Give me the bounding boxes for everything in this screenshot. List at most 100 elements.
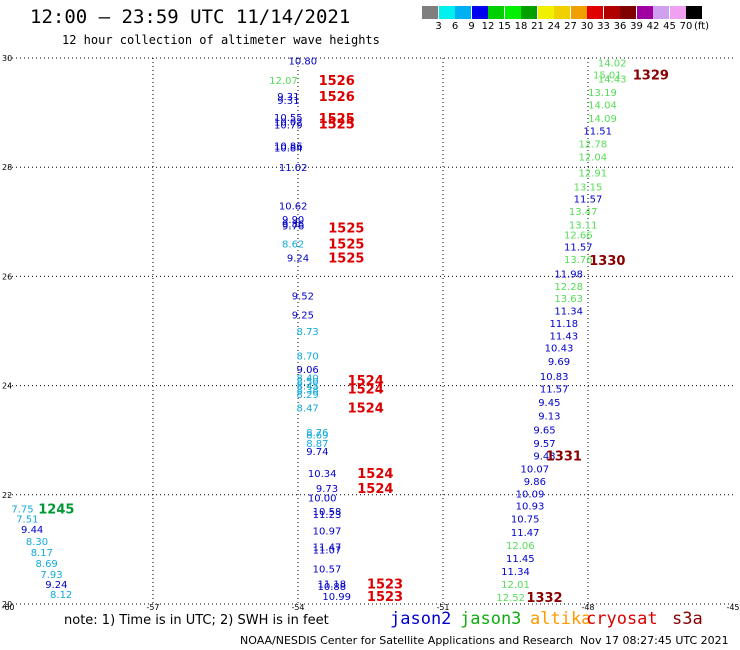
wave-height-point: 10.62 (279, 201, 308, 212)
wave-height-point: 11.57 (574, 194, 603, 205)
wave-height-point: 11.51 (583, 127, 612, 138)
colorbar-swatch (537, 6, 554, 19)
wave-height-point: 11.45 (506, 554, 535, 565)
wave-height-point: 11.43 (550, 331, 579, 342)
wave-height-point: 14.04 (588, 100, 617, 111)
wave-height-point: 8.45 (297, 382, 319, 393)
pass-time-label: 1523 (367, 590, 403, 605)
wave-height-point: 8.30 (26, 537, 48, 548)
wave-height-point: 9.86 (524, 477, 546, 488)
colorbar-swatch (554, 6, 570, 19)
wave-height-point: 10.58 (313, 507, 342, 518)
colorbar-tick-label: 27 (564, 21, 577, 32)
wave-height-point: 10.97 (313, 526, 342, 537)
wave-height-point: 11.34 (554, 306, 583, 317)
colorbar-tick-label: 33 (597, 21, 610, 32)
pass-time-label: 1332 (526, 591, 562, 606)
wave-height-point: 11.18 (550, 319, 579, 330)
colorbar-tick-label: 42 (646, 21, 660, 32)
pass-time-label: 1525 (328, 221, 364, 236)
wave-height-point: 9.74 (306, 447, 328, 458)
wave-height-point: 10.83 (540, 372, 569, 383)
colorbar-tick-label: 6 (451, 21, 459, 32)
wave-height-point: 12.91 (579, 169, 608, 180)
pass-time-label: 1524 (348, 374, 384, 389)
pass-time-label: 1329 (633, 68, 669, 83)
wave-height-point: 11.47 (511, 528, 540, 539)
wave-height-point: 12.52 (496, 593, 525, 604)
pass-time-label: 1524 (357, 467, 393, 482)
wave-height-point: 9.13 (538, 412, 560, 423)
wave-height-point: 14.09 (588, 114, 617, 125)
wave-height-point: 10.57 (313, 565, 342, 576)
wave-height-point: 10.79 (274, 121, 303, 132)
footer-org: NOAA/NESDIS Center for Satellite Applica… (240, 634, 574, 647)
y-tick-label: 22 (2, 491, 12, 500)
wave-height-point: 8.47 (297, 403, 319, 414)
wave-height-point: 9.24 (287, 253, 309, 264)
pass-time-label: 1524 (348, 382, 384, 397)
wave-height-point: 8.50 (297, 377, 319, 388)
pass-time-label: 1524 (357, 482, 393, 497)
pass-time-label: 1330 (589, 254, 625, 269)
page-title: 12:00 – 23:59 UTC 11/14/2021 (30, 6, 351, 28)
pass-time-label: 1331 (546, 449, 582, 464)
legend-s3a: s3a (672, 609, 703, 629)
wave-height-point: 8.17 (31, 548, 53, 559)
wave-height-point: 8.69 (306, 431, 328, 442)
pass-time-label: 1525 (319, 112, 355, 127)
wave-height-point: 8.70 (297, 352, 319, 363)
wave-height-point: 9.52 (292, 292, 314, 303)
wave-height-point: 10.02 (274, 117, 303, 128)
page-subtitle: 12 hour collection of altimeter wave hei… (62, 33, 380, 47)
wave-height-point: 9.31 (277, 92, 299, 103)
x-tick-label: -45 (726, 603, 739, 612)
wave-height-point: 10.93 (516, 502, 545, 513)
wave-height-point: 11.23 (313, 510, 342, 521)
wave-height-point: 7.93 (40, 570, 62, 581)
pass-time-label: 1525 (319, 118, 355, 133)
wave-height-point: 9.31 (277, 96, 299, 107)
wave-height-point: 10.80 (289, 57, 318, 68)
colorbar-swatch (686, 6, 702, 19)
wave-height-point: 12.06 (506, 541, 535, 552)
wave-height-point: 13.11 (569, 221, 598, 232)
wave-height-point: 8.12 (50, 590, 72, 601)
legend-altika: altika (530, 609, 592, 629)
y-tick-label: 30 (2, 54, 12, 63)
wave-height-point: 10.55 (274, 113, 303, 124)
legend-jason2: jason2 (390, 609, 452, 629)
colorbar-swatch (488, 6, 504, 19)
wave-height-point: 11.57 (540, 384, 569, 395)
wave-height-point: 10.34 (308, 469, 337, 480)
colorbar-swatch (669, 6, 686, 19)
wave-height-point: 8.76 (306, 428, 328, 439)
wave-height-point: 12.28 (554, 282, 583, 293)
wave-height-point: 13.15 (574, 182, 603, 193)
legend-note: note: 1) Time is in UTC; 2) SWH is in fe… (64, 613, 329, 628)
footer-timestamp: Nov 17 08:27:45 UTC 2021 (580, 634, 729, 647)
y-tick-label: 20 (2, 600, 12, 609)
pass-time-label: 1526 (319, 74, 355, 89)
wave-height-point: 9.69 (548, 357, 570, 368)
wave-height-point: 12.07 (269, 76, 298, 87)
wave-height-point: 8.73 (297, 327, 319, 338)
wave-height-point: 7.51 (16, 514, 38, 525)
wave-height-point: 8.62 (282, 240, 304, 251)
wave-height-point: 8.38 (297, 385, 319, 396)
wave-height-point: 13.19 (588, 88, 617, 99)
colorbar-swatch (570, 6, 587, 19)
colorbar-swatch (438, 6, 455, 19)
x-tick-label: -60 (1, 603, 14, 612)
wave-height-point: 9.24 (45, 580, 67, 591)
colorbar-swatch (587, 6, 603, 19)
colorbar-tick-label: 70 (679, 21, 693, 32)
x-tick-label: -57 (146, 603, 159, 612)
wave-height-point: 12.66 (564, 230, 593, 241)
pass-time-label: 1245 (38, 502, 74, 517)
wave-height-point: 9.25 (292, 311, 314, 322)
wave-height-point: 10.75 (511, 514, 540, 525)
wave-height-point: 7.75 (11, 504, 33, 515)
colorbar-swatch (603, 6, 620, 19)
